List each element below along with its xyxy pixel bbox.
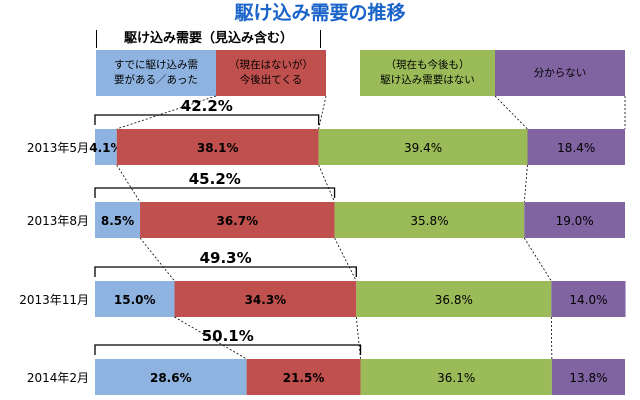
group-bracket (94, 344, 362, 355)
data-label: 14.0% (569, 293, 607, 307)
group-bracket (96, 30, 321, 48)
legend-label: （現在も今後も） 駆け込み需要はない (380, 59, 475, 86)
bar-segment (356, 281, 552, 317)
connector-line (116, 95, 217, 130)
category-label: 2013年5月 (27, 141, 89, 155)
group-label: 駆け込み需要（見込み含む） (123, 31, 293, 46)
data-label: 36.8% (435, 293, 473, 307)
bar-segment (334, 202, 525, 238)
group-bracket (94, 114, 320, 125)
bar-segment (116, 129, 319, 165)
legend-entry-already: すでに駆け込み需 要がある／あった (96, 50, 216, 96)
connector-line (116, 164, 141, 203)
chart-title: 駆け込み需要の推移 (234, 2, 406, 24)
connector-line (494, 95, 528, 130)
bar-segment (95, 202, 141, 238)
data-label: 38.1% (197, 141, 239, 155)
data-label: 8.5% (101, 214, 134, 228)
data-label: 36.1% (437, 371, 475, 385)
group-total-label: 42.2% (181, 97, 233, 115)
connector-line (523, 237, 552, 282)
bar-segment (551, 359, 625, 395)
legend-label: 分からない (533, 66, 587, 79)
connector-line (139, 237, 175, 282)
group-total-label: 49.3% (200, 249, 252, 267)
bar-segment (551, 281, 626, 317)
legend-label: （現在はないが） 今後出てくる (229, 59, 313, 86)
data-label: 39.4% (404, 141, 442, 155)
bar-segment (174, 281, 357, 317)
data-label: 21.5% (283, 371, 325, 385)
data-label: 13.8% (569, 371, 607, 385)
bar-segment (527, 129, 625, 165)
category-label: 2013年11月 (19, 293, 89, 307)
data-label: 18.4% (557, 141, 595, 155)
legend-label: すでに駆け込み需 要がある／あった (113, 59, 199, 86)
category-label: 2014年2月 (27, 371, 89, 385)
connector-line (318, 164, 335, 203)
bar-segment (95, 129, 117, 165)
group-total-label: 45.2% (189, 170, 241, 188)
data-label: 28.6% (150, 371, 192, 385)
legend-entry-none: （現在も今後も） 駆け込み需要はない (360, 50, 495, 96)
data-label: 36.7% (216, 214, 258, 228)
group-total-label: 50.1% (202, 327, 254, 345)
bar-segment (140, 202, 335, 238)
data-label: 4.1% (89, 141, 122, 155)
bar-segment (360, 359, 552, 395)
data-label: 34.3% (245, 293, 287, 307)
data-label: 35.8% (410, 214, 448, 228)
connector-line (318, 95, 327, 130)
connector-line (355, 316, 361, 360)
category-label: 2013年8月 (27, 214, 89, 228)
bar-segment (95, 281, 175, 317)
connector-line (334, 237, 357, 282)
bar-segment (524, 202, 625, 238)
connector-line (523, 164, 528, 203)
data-label: 19.0% (556, 214, 594, 228)
legend-entry-unknown: 分からない (495, 50, 625, 96)
group-bracket (94, 187, 336, 198)
bar-segment (95, 359, 247, 395)
connector-line (550, 316, 553, 360)
connector-line (174, 316, 247, 360)
bar-segment (246, 359, 361, 395)
data-label: 15.0% (114, 293, 156, 307)
group-bracket (94, 266, 357, 277)
bar-segment (318, 129, 528, 165)
legend-entry-future: （現在はないが） 今後出てくる (216, 50, 326, 96)
